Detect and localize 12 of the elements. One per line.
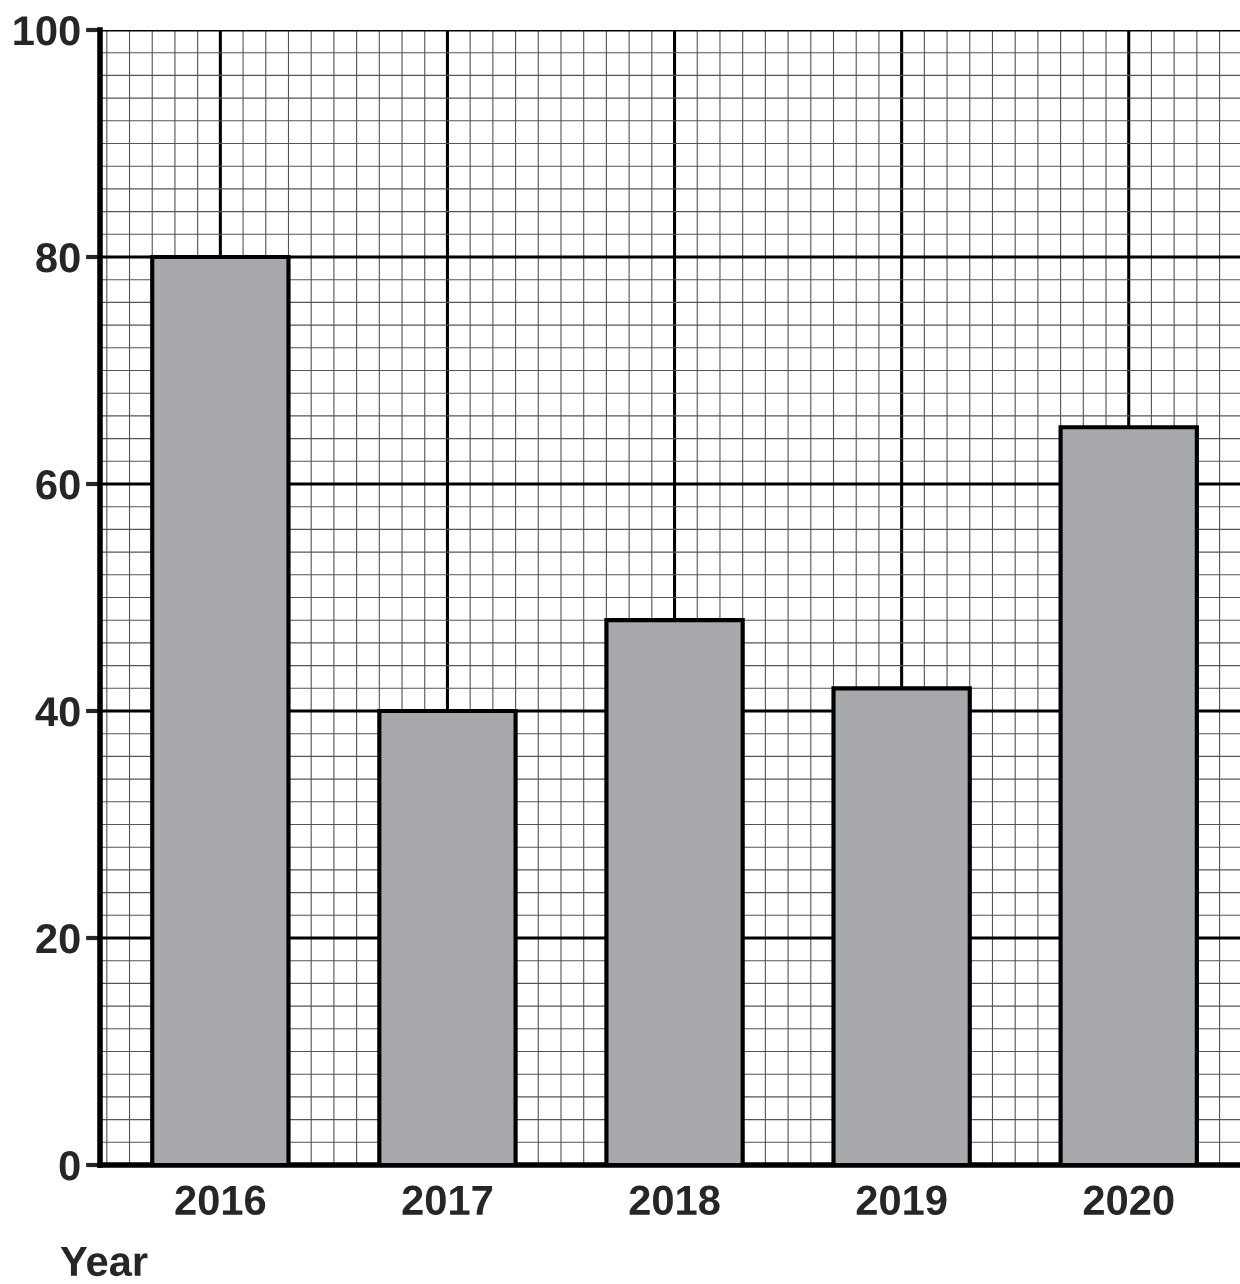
y-tick-label: 100 bbox=[14, 16, 80, 46]
x-axis-title: Year bbox=[60, 1247, 148, 1277]
y-tick-label: 20 bbox=[36, 924, 80, 954]
x-tick-label: 2020 bbox=[1083, 1185, 1174, 1216]
y-tick-label: 0 bbox=[59, 1151, 80, 1181]
x-tick-label: 2017 bbox=[402, 1185, 492, 1216]
x-tick-label: 2019 bbox=[856, 1185, 947, 1216]
x-tick-label: 2016 bbox=[175, 1185, 266, 1216]
y-tick-label: 60 bbox=[36, 470, 80, 500]
y-tick-label: 80 bbox=[36, 243, 80, 273]
y-tick-label: 40 bbox=[35, 697, 80, 727]
x-tick-label: 2018 bbox=[629, 1185, 720, 1216]
